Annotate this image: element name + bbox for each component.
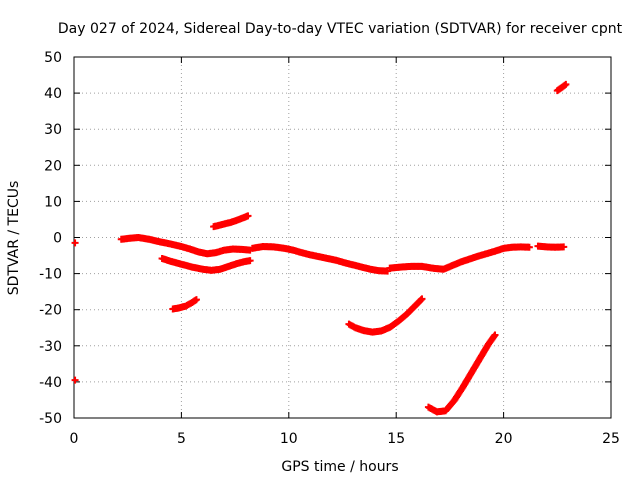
chart-title: Day 027 of 2024, Sidereal Day-to-day VTE…	[58, 21, 623, 37]
data-point	[71, 239, 79, 247]
data-point	[560, 243, 568, 251]
x-tick-label: 5	[177, 431, 186, 447]
data-point	[491, 331, 499, 339]
series-arc-main-right	[386, 243, 533, 273]
data-point	[244, 212, 252, 220]
x-tick-label: 20	[495, 431, 513, 447]
data-point	[71, 376, 79, 384]
data-point	[562, 80, 570, 88]
data-point	[192, 296, 200, 304]
y-tick-label: 40	[44, 86, 62, 102]
data-layer	[71, 80, 570, 416]
y-tick-label: 30	[44, 122, 62, 138]
y-tick-label: 20	[44, 158, 62, 174]
series-arc-lower	[158, 254, 254, 274]
grid-layer	[74, 57, 611, 418]
series-point-left-upper	[71, 239, 79, 247]
y-tick-label: 50	[44, 50, 62, 66]
series-point-left-lower	[71, 376, 79, 384]
series-arc-short-low	[169, 296, 200, 313]
series-arc-far-right	[534, 242, 568, 251]
series-arc-steep	[424, 331, 499, 416]
x-tick-label: 15	[387, 431, 405, 447]
data-point	[525, 243, 533, 251]
y-tick-label: -50	[39, 411, 62, 427]
y-tick-label: -10	[39, 267, 62, 283]
data-point	[246, 257, 254, 265]
series-arc-rising	[210, 212, 252, 231]
y-tick-label: 0	[53, 231, 62, 247]
y-tick-label: -30	[39, 339, 62, 355]
x-tick-label: 10	[280, 431, 298, 447]
series-arc-u	[345, 295, 426, 336]
y-tick-label: -40	[39, 375, 62, 391]
x-tick-label: 0	[70, 431, 79, 447]
x-tick-label: 25	[602, 431, 620, 447]
data-point	[418, 295, 426, 303]
x-axis-label: GPS time / hours	[281, 459, 398, 475]
series-arc-main-top	[117, 234, 254, 258]
series-arc-main-mid	[248, 243, 392, 275]
y-tick-label: 10	[44, 194, 62, 210]
ticks-layer: 0 5 10 15 20 25 -50 -40 -30 -20 -10 0 10 20 30 40 50	[39, 50, 620, 447]
y-tick-label: -20	[39, 303, 62, 319]
series-arc-top-right	[553, 80, 570, 95]
y-axis-label: SDTVAR / TECUs	[6, 181, 22, 296]
